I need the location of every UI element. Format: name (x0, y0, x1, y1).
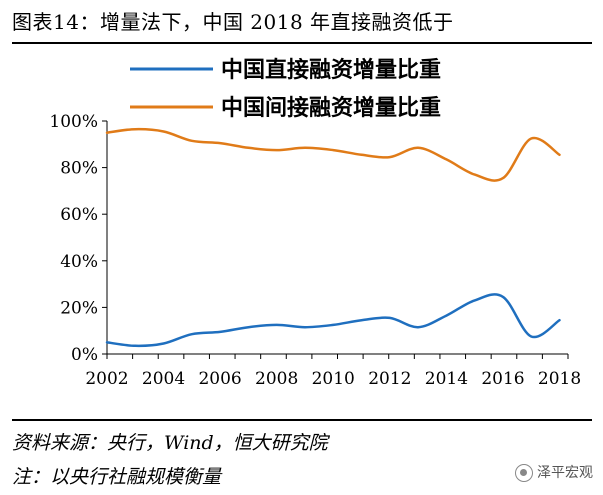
legend-label-2: 中国间接融资增量比重 (221, 95, 441, 121)
legend-label-1: 中国直接融资增量比重 (221, 57, 441, 83)
series-line-2 (105, 127, 561, 182)
x-tick-label: 2016 (481, 369, 524, 389)
y-tick-label: 100% (49, 112, 98, 132)
x-tick-label: 2014 (425, 369, 468, 389)
x-tick-label: 2008 (255, 369, 298, 389)
x-tick-label: 2018 (538, 369, 581, 389)
y-tick-label: 60% (60, 205, 98, 225)
y-tick-label: 40% (60, 252, 98, 272)
watermark: 泽平宏观 (515, 462, 593, 482)
series-lines (105, 127, 561, 348)
figure-title: 图表14：增量法下，中国 2018 年直接融资低于 (12, 10, 454, 34)
title-rule (12, 42, 592, 44)
y-tick-label: 80% (60, 159, 98, 179)
y-tick-label: 20% (60, 298, 98, 318)
series-line-1 (105, 293, 561, 348)
y-tick-label: 0% (71, 345, 98, 365)
note-text: 注：以央行社融规模衡量 (12, 466, 222, 488)
x-tick-label: 2012 (368, 369, 411, 389)
x-tick-label: 2002 (85, 369, 128, 389)
x-tick-label: 2010 (312, 369, 355, 389)
source-text: 资料来源：央行，Wind，恒大研究院 (12, 432, 328, 454)
x-tick-label: 2006 (198, 369, 241, 389)
wechat-icon (515, 464, 533, 482)
watermark-label: 泽平宏观 (537, 465, 593, 481)
axes: 0% 20% 40% 60% 80% 100% 2002 2004 2006 2008 2010 20… (49, 112, 581, 389)
x-tick-label: 2004 (142, 369, 185, 389)
footer-rule (12, 419, 592, 421)
